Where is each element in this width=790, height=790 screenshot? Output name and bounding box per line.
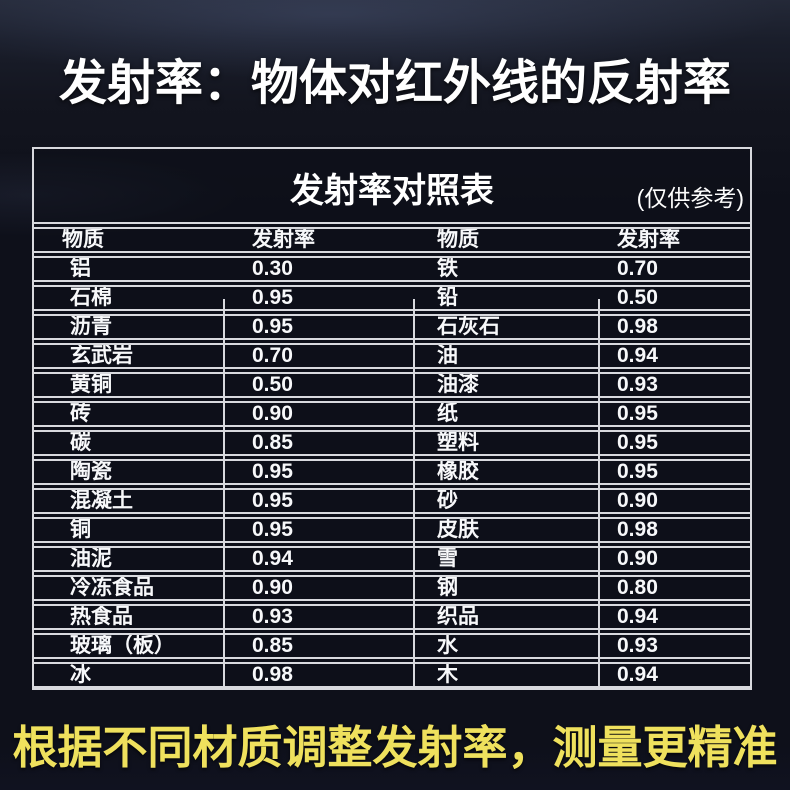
table-row: 玻璃（板） 0.85 水 0.93 [34, 633, 750, 659]
table-row: 玄武岩 0.70 油 0.94 [34, 343, 750, 369]
value-cell-right: 0.50 [617, 287, 658, 309]
value-cell-right: 0.95 [617, 432, 658, 454]
value-cell-right: 0.98 [617, 519, 658, 541]
material-cell-right: 钢 [437, 577, 458, 599]
value-cell-right: 0.93 [617, 635, 658, 657]
value-cell-left: 0.50 [252, 374, 293, 396]
value-cell-left: 0.98 [252, 664, 293, 686]
material-cell-right: 织品 [437, 606, 479, 628]
value-cell-right: 0.98 [617, 316, 658, 338]
table-row: 铝 0.30 铁 0.70 [34, 256, 750, 282]
column-header-material-left: 物质 [62, 229, 104, 251]
value-cell-left: 0.90 [252, 577, 293, 599]
table-row: 油泥 0.94 雪 0.90 [34, 546, 750, 572]
material-cell-right: 石灰石 [437, 316, 500, 338]
value-cell-right: 0.94 [617, 606, 658, 628]
material-cell-right: 水 [437, 635, 458, 657]
material-cell-right: 皮肤 [437, 519, 479, 541]
table-row: 铜 0.95 皮肤 0.98 [34, 517, 750, 543]
table-title: 发射率对照表 [290, 172, 494, 210]
table-row: 冰 0.98 木 0.94 [34, 662, 750, 688]
value-cell-right: 0.95 [617, 403, 658, 425]
material-cell-right: 木 [437, 664, 458, 686]
material-cell-right: 铁 [437, 258, 458, 280]
material-cell-right: 铅 [437, 287, 458, 309]
material-cell-right: 橡胶 [437, 461, 479, 483]
value-cell-right: 0.70 [617, 258, 658, 280]
material-cell-left: 铜 [70, 519, 91, 541]
value-cell-left: 0.95 [252, 490, 293, 512]
value-cell-left: 0.95 [252, 316, 293, 338]
material-cell-right: 油漆 [437, 374, 479, 396]
material-cell-left: 油泥 [70, 548, 112, 570]
table-row: 黄铜 0.50 油漆 0.93 [34, 372, 750, 398]
table-row: 石棉 0.95 铅 0.50 [34, 285, 750, 311]
material-cell-left: 沥青 [70, 316, 112, 338]
value-cell-left: 0.30 [252, 258, 293, 280]
table-row: 热食品 0.93 织品 0.94 [34, 604, 750, 630]
material-cell-left: 冷冻食品 [70, 577, 154, 599]
material-cell-left: 冰 [70, 664, 91, 686]
table-reference-note: (仅供参考) [636, 185, 744, 211]
column-header-emissivity-left: 发射率 [252, 229, 315, 251]
material-cell-right: 纸 [437, 403, 458, 425]
value-cell-left: 0.70 [252, 345, 293, 367]
material-cell-left: 铝 [70, 258, 91, 280]
value-cell-right: 0.94 [617, 664, 658, 686]
column-header-emissivity-right: 发射率 [617, 229, 680, 251]
material-cell-left: 碳 [70, 432, 91, 454]
material-cell-left: 混凝土 [70, 490, 133, 512]
value-cell-left: 0.85 [252, 432, 293, 454]
value-cell-right: 0.80 [617, 577, 658, 599]
material-cell-right: 雪 [437, 548, 458, 570]
value-cell-left: 0.95 [252, 287, 293, 309]
table-row: 砖 0.90 纸 0.95 [34, 401, 750, 427]
value-cell-right: 0.95 [617, 461, 658, 483]
value-cell-left: 0.95 [252, 519, 293, 541]
value-cell-left: 0.90 [252, 403, 293, 425]
value-cell-left: 0.85 [252, 635, 293, 657]
column-header-material-right: 物质 [437, 229, 479, 251]
material-cell-right: 砂 [437, 490, 458, 512]
value-cell-right: 0.94 [617, 345, 658, 367]
value-cell-right: 0.90 [617, 548, 658, 570]
table-title-area: 发射率对照表 (仅供参考) [34, 149, 750, 224]
value-cell-left: 0.93 [252, 606, 293, 628]
table-row: 沥青 0.95 石灰石 0.98 [34, 314, 750, 340]
material-cell-left: 陶瓷 [70, 461, 112, 483]
footer-note: 根据不同材质调整发射率，测量更精准 [12, 722, 778, 773]
value-cell-right: 0.93 [617, 374, 658, 396]
material-cell-right: 塑料 [437, 432, 479, 454]
table-header-row: 物质 发射率 物质 发射率 [34, 227, 750, 253]
table-row: 碳 0.85 塑料 0.95 [34, 430, 750, 456]
page-title: 发射率：物体对红外线的反射率 [58, 57, 731, 110]
material-cell-left: 黄铜 [70, 374, 112, 396]
material-cell-left: 砖 [70, 403, 91, 425]
table-row: 陶瓷 0.95 橡胶 0.95 [34, 459, 750, 485]
material-cell-right: 油 [437, 345, 458, 367]
material-cell-left: 石棉 [70, 287, 112, 309]
value-cell-left: 0.95 [252, 461, 293, 483]
value-cell-left: 0.94 [252, 548, 293, 570]
material-cell-left: 玄武岩 [70, 345, 133, 367]
material-cell-left: 玻璃（板） [70, 635, 175, 657]
material-cell-left: 热食品 [70, 606, 133, 628]
table-body: 物质 发射率 物质 发射率 铝 0.30 铁 0.70 石棉 0.95 铅 0.50 沥青 0.9… [34, 224, 750, 688]
table-row: 混凝土 0.95 砂 0.90 [34, 488, 750, 514]
emissivity-table: 发射率对照表 (仅供参考) 物质 发射率 物质 发射率 铝 0.30 铁 0.70 石棉… [32, 147, 752, 690]
value-cell-right: 0.90 [617, 490, 658, 512]
table-row: 冷冻食品 0.90 钢 0.80 [34, 575, 750, 601]
